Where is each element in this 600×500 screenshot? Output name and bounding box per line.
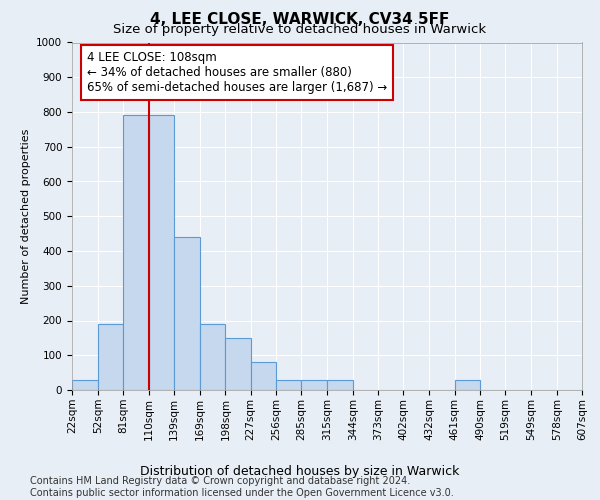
Bar	[301, 380, 328, 390]
Bar	[251, 362, 276, 390]
Text: Size of property relative to detached houses in Warwick: Size of property relative to detached ho…	[113, 22, 487, 36]
Bar	[149, 116, 174, 390]
Bar	[72, 380, 98, 390]
Text: Distribution of detached houses by size in Warwick: Distribution of detached houses by size …	[140, 465, 460, 478]
Y-axis label: Number of detached properties: Number of detached properties	[20, 128, 31, 304]
Bar	[276, 380, 301, 390]
Bar	[174, 237, 200, 390]
Bar	[455, 380, 480, 390]
Text: Contains HM Land Registry data © Crown copyright and database right 2024.
Contai: Contains HM Land Registry data © Crown c…	[30, 476, 454, 498]
Bar	[328, 380, 353, 390]
Text: 4 LEE CLOSE: 108sqm
← 34% of detached houses are smaller (880)
65% of semi-detac: 4 LEE CLOSE: 108sqm ← 34% of detached ho…	[88, 51, 388, 94]
Bar	[98, 324, 124, 390]
Bar	[200, 324, 226, 390]
Bar	[124, 116, 149, 390]
Text: 4, LEE CLOSE, WARWICK, CV34 5FF: 4, LEE CLOSE, WARWICK, CV34 5FF	[151, 12, 449, 28]
Bar	[226, 338, 251, 390]
